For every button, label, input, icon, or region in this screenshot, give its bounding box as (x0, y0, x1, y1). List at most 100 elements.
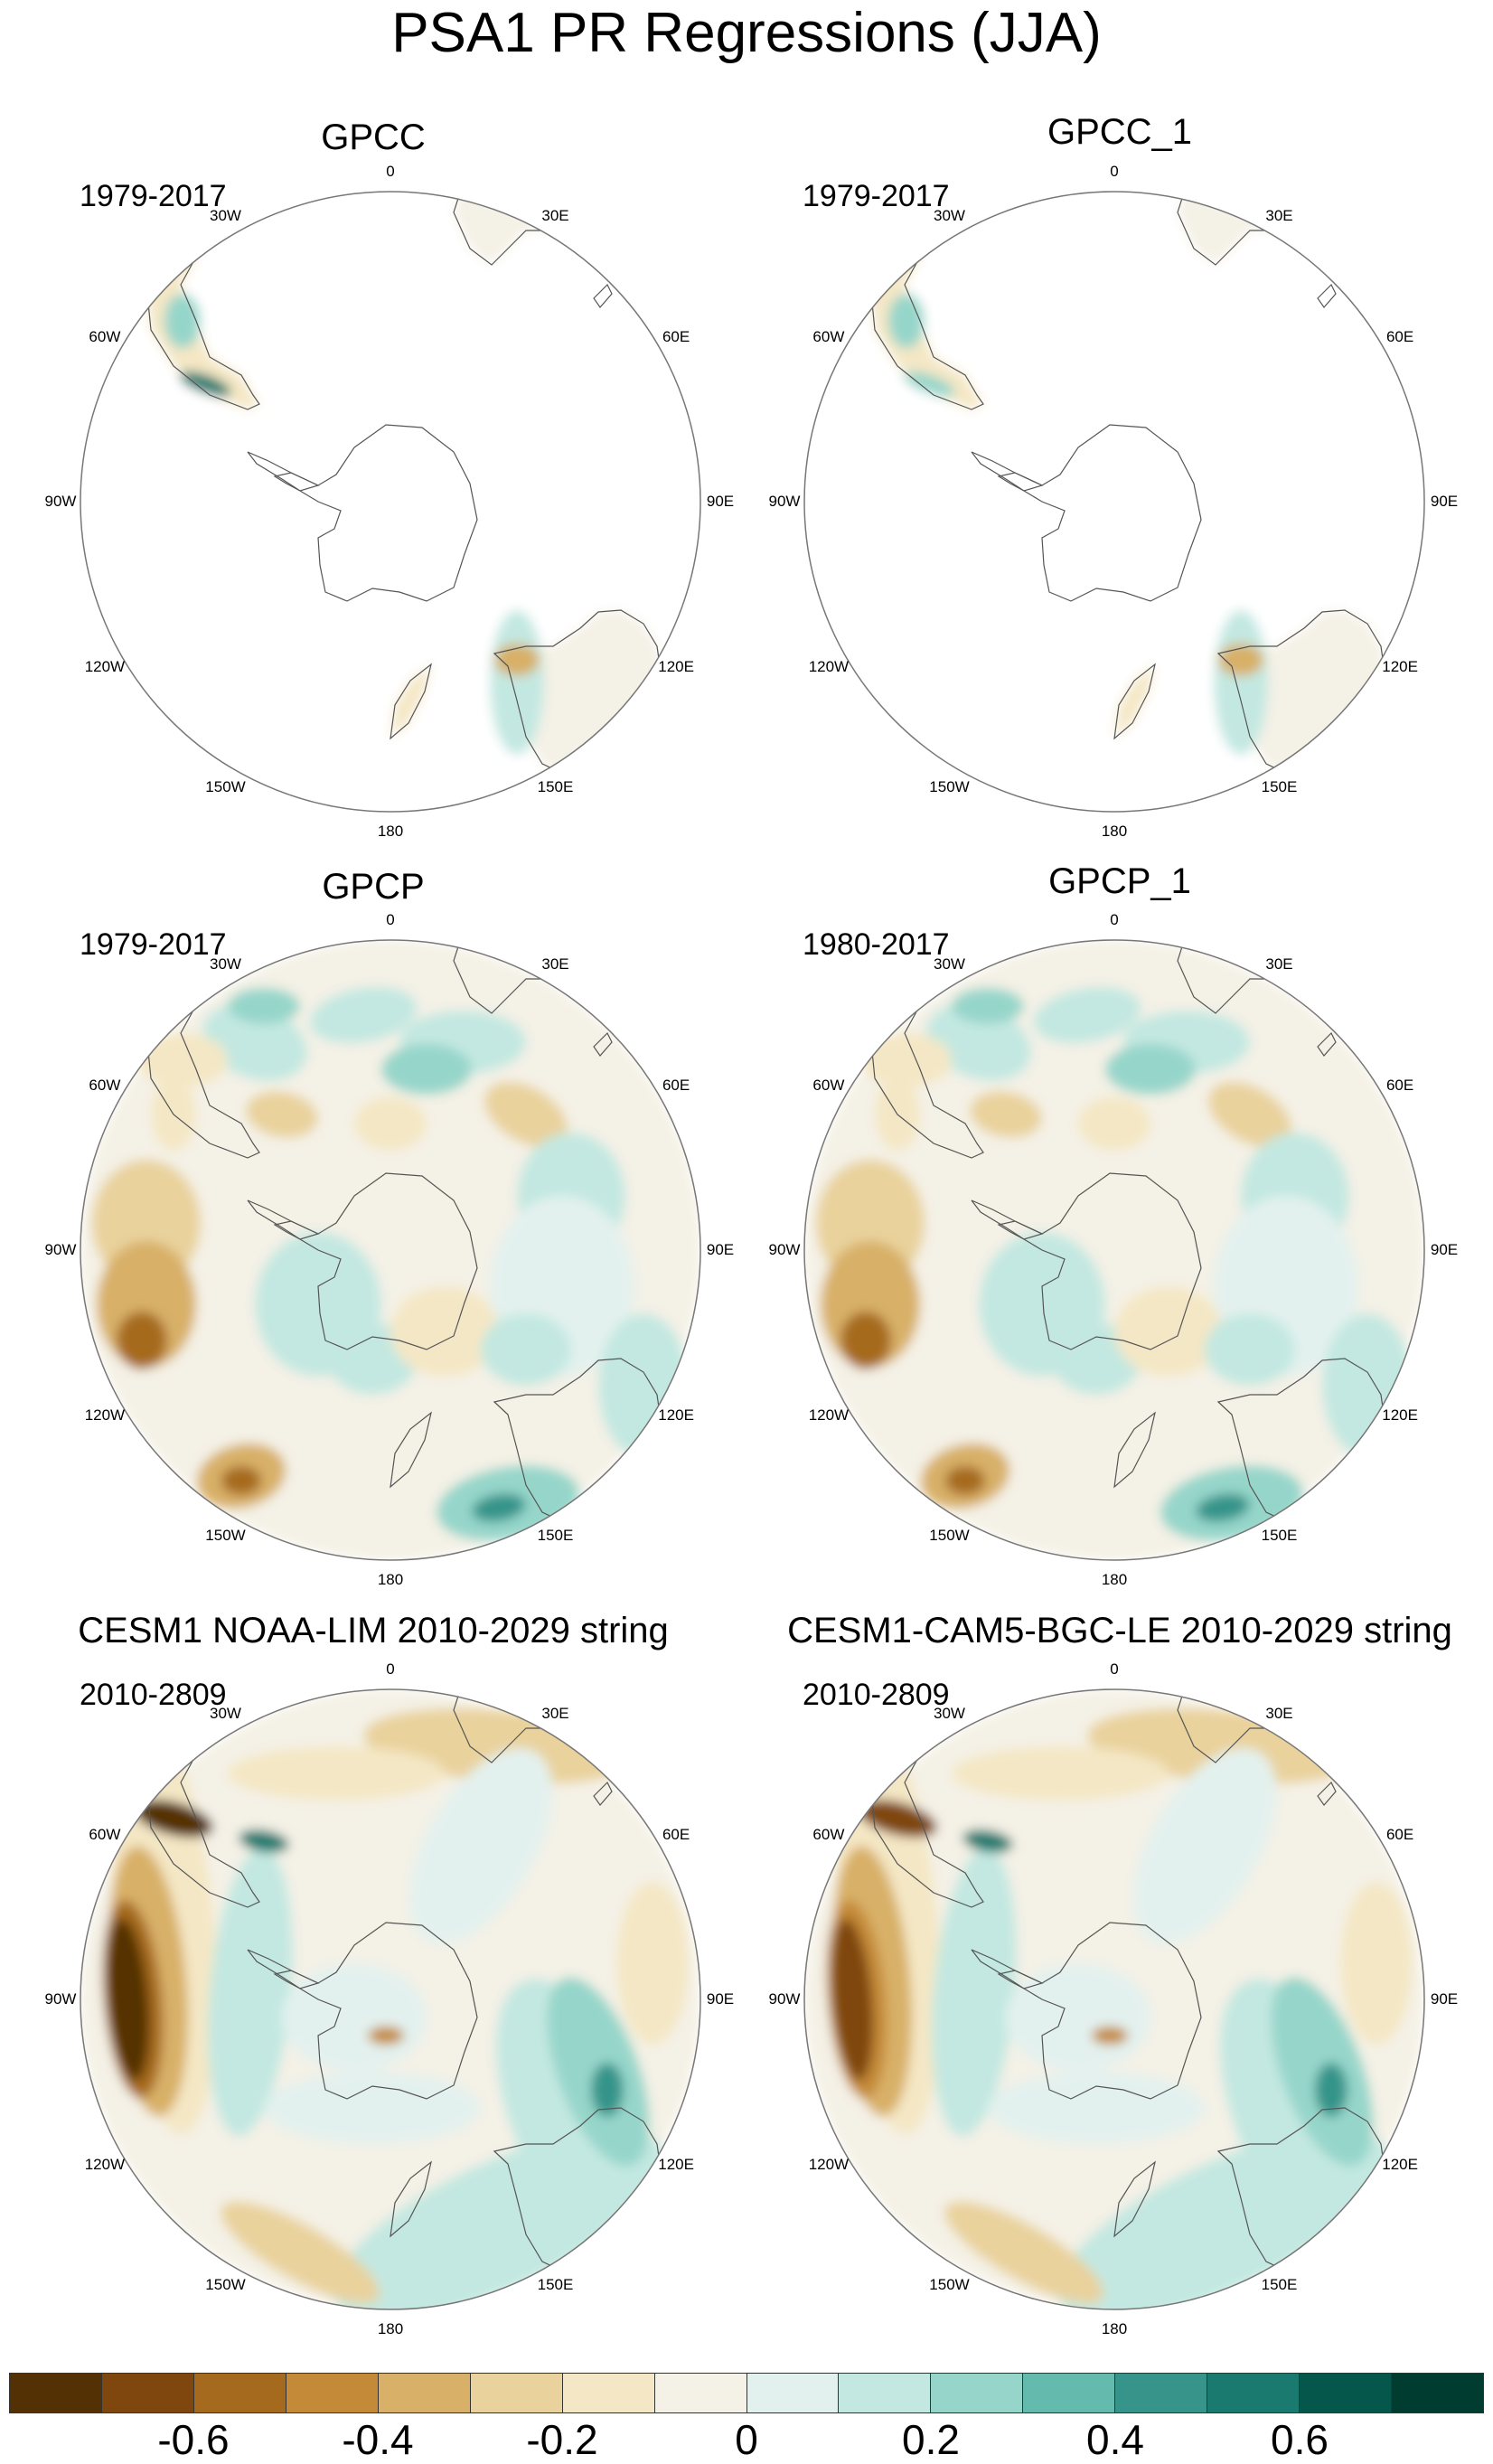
coastline (971, 1949, 1044, 1989)
colorbar-swatch (1207, 2374, 1301, 2412)
coastline (997, 424, 1202, 602)
longitude-label: 150W (205, 2276, 246, 2294)
land-field (1114, 664, 1155, 738)
colorbar (9, 2373, 1484, 2413)
field-patch (616, 1882, 689, 2045)
polar-map (803, 939, 1425, 1561)
longitude-label: 120E (1382, 657, 1418, 675)
longitude-label: 60E (1385, 1825, 1414, 1843)
colorbar-swatch (470, 2374, 563, 2412)
field-patch (490, 610, 544, 755)
polar-map (80, 191, 701, 813)
colorbar-tick-label: -0.2 (526, 2416, 598, 2463)
coastline (997, 1922, 1202, 2100)
colorbar-swatch (10, 2374, 102, 2412)
polar-map (80, 1688, 701, 2310)
figure-title: PSA1 PR Regressions (JJA) (391, 2, 1102, 64)
longitude-label: 150W (205, 1527, 246, 1545)
longitude-label: 0 (1110, 911, 1119, 928)
longitude-label: 30W (210, 955, 241, 973)
longitude-label: 150W (205, 778, 246, 796)
coastline (1317, 1781, 1337, 1806)
colorbar-swatch (101, 2374, 194, 2412)
field-patch (408, 1747, 553, 1944)
panel-period: 1980-2017 (803, 927, 950, 962)
field-patch (134, 1800, 213, 1838)
coastline (390, 663, 432, 740)
polar-map (80, 939, 701, 1561)
field-patch (1218, 644, 1263, 676)
coastline (146, 203, 260, 410)
coastline (971, 1199, 1044, 1240)
colorbar-tick-label: 0.2 (902, 2416, 960, 2463)
coastline (1113, 2160, 1156, 2238)
coastline (1113, 1411, 1156, 1489)
longitude-label: 60W (89, 327, 121, 345)
longitude-label: 30E (1265, 955, 1293, 973)
longitude-label: 0 (386, 1660, 395, 1678)
map-border (803, 1688, 1425, 2310)
field-patch (390, 1286, 499, 1377)
longitude-label: 90E (706, 493, 735, 510)
field-patch (164, 294, 201, 348)
field-patch (840, 1312, 891, 1369)
map-border (80, 1688, 701, 2310)
field-patch (1105, 1044, 1196, 1095)
field-patch (591, 2063, 624, 2117)
longitude-label: 90E (1430, 1990, 1459, 2008)
longitude-label: 90E (706, 1241, 735, 1258)
field-patch (246, 1091, 318, 1138)
colorbar-swatch (1023, 2374, 1116, 2412)
field-patch (264, 2072, 481, 2144)
longitude-label: 60E (662, 327, 690, 345)
longitude-label: 120W (808, 657, 850, 675)
longitude-label: 90W (44, 1241, 77, 1258)
field-patch (472, 1493, 526, 1522)
field-patch (1196, 1493, 1250, 1522)
coastline (1317, 283, 1337, 308)
longitude-label: 120E (658, 2155, 694, 2173)
longitude-label: 30E (541, 955, 569, 973)
longitude-label: 180 (1101, 1571, 1128, 1588)
panel-title: CESM1-CAM5-BGC-LE 2010-2029 string (787, 1611, 1452, 1651)
field-patch (1078, 1096, 1150, 1151)
longitude-label: 30W (934, 1704, 965, 1722)
longitude-label: 30W (210, 1704, 241, 1722)
coastline (390, 1411, 432, 1489)
colorbar-tick-label: 0.4 (1086, 2416, 1144, 2463)
field-patch (1340, 1882, 1413, 2045)
longitude-label: 180 (377, 1571, 404, 1588)
colorbar-swatch (1300, 2374, 1393, 2412)
field-patch (1006, 1963, 1150, 2072)
field-patch (481, 1313, 571, 1386)
panel-period: 1979-2017 (80, 927, 227, 962)
panel-period: 1979-2017 (80, 179, 227, 213)
field-patch (221, 2201, 380, 2304)
longitude-label: 120W (84, 657, 126, 675)
coastline (869, 203, 984, 410)
panel-title: GPCP_1 (1048, 861, 1191, 901)
coastline (593, 283, 613, 308)
field-patch (1214, 610, 1268, 755)
longitude-label: 60E (1385, 327, 1414, 345)
colorbar-swatch (286, 2374, 379, 2412)
longitude-label: 150E (1261, 778, 1298, 796)
longitude-label: 60W (812, 1076, 845, 1094)
field-patch (1205, 1313, 1295, 1386)
longitude-label: 60W (89, 1825, 121, 1843)
longitude-label: 120E (1382, 2155, 1418, 2173)
coastline (593, 1781, 613, 1806)
colorbar-swatch (839, 2374, 932, 2412)
field-patch (239, 1829, 289, 1853)
field-patch (598, 1313, 689, 1458)
colorbar-swatch (654, 2374, 747, 2412)
field-patch (1315, 2063, 1347, 2117)
colorbar-swatch (1392, 2374, 1483, 2412)
field-patch (903, 371, 955, 397)
field-patch (1114, 1286, 1223, 1377)
longitude-label: 0 (386, 163, 395, 180)
longitude-label: 90W (44, 1990, 77, 2008)
field-patch (282, 1963, 427, 2072)
longitude-label: 90W (768, 1241, 801, 1258)
coastline (247, 1199, 320, 1240)
